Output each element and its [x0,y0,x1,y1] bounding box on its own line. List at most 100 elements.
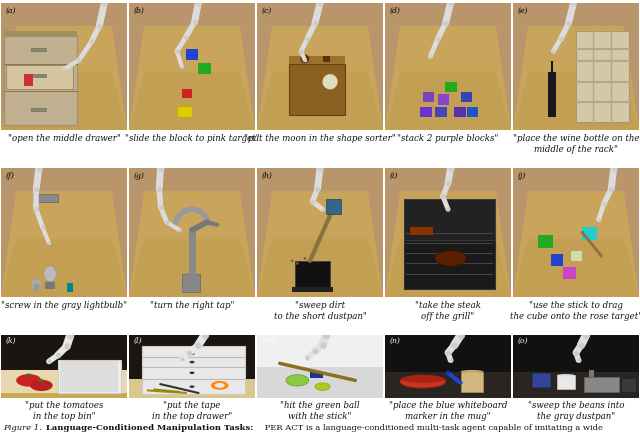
Circle shape [296,262,299,265]
Circle shape [286,375,308,386]
Bar [198,62,211,74]
Ellipse shape [557,374,575,377]
Bar [454,107,466,117]
Bar [289,64,345,115]
Bar [182,89,192,98]
Bar [31,108,46,111]
Polygon shape [1,73,127,130]
Bar [4,36,77,125]
Polygon shape [1,26,127,130]
Bar [571,250,582,261]
Bar [182,274,200,292]
Bar [420,107,431,117]
Text: (k): (k) [6,337,17,345]
Bar [141,346,245,394]
Bar [532,373,550,387]
Bar [177,106,192,117]
Bar [292,287,333,292]
Text: "slide the block to pink target": "slide the block to pink target" [125,134,259,143]
Text: (e): (e) [518,7,529,15]
Circle shape [16,374,42,387]
Text: (m): (m) [262,337,275,345]
Bar [67,283,73,292]
Polygon shape [129,26,255,130]
Text: "sweep dirt
to the short dustpan": "sweep dirt to the short dustpan" [273,301,367,321]
Bar [551,254,563,266]
Text: "take the steak
off the grill": "take the steak off the grill" [415,301,481,321]
Polygon shape [513,191,639,297]
Bar [551,62,554,72]
Bar [129,379,255,398]
Ellipse shape [435,250,467,266]
Bar [438,95,449,105]
Bar [410,227,433,235]
Circle shape [315,383,330,390]
Circle shape [189,361,195,363]
Polygon shape [129,73,255,130]
Bar [257,335,383,367]
Text: "sweep the beans into
the gray dustpan": "sweep the beans into the gray dustpan" [528,401,624,421]
Bar [186,49,198,60]
Text: "stack 2 purple blocks": "stack 2 purple blocks" [397,134,499,143]
Text: "place the wine bottle on the
middle of the rack": "place the wine bottle on the middle of … [513,134,639,154]
Ellipse shape [44,266,56,282]
Bar [24,74,33,85]
Text: (b): (b) [134,7,145,15]
Circle shape [300,55,309,63]
Ellipse shape [401,375,444,383]
Polygon shape [257,73,383,130]
Wedge shape [323,74,338,89]
Bar [576,31,629,122]
Bar [538,235,554,248]
Circle shape [291,260,294,262]
Bar [34,284,39,292]
Bar [404,199,495,289]
Bar [557,375,575,389]
Text: "place the blue whiteboard
marker in the mug": "place the blue whiteboard marker in the… [389,401,507,421]
Text: "open the middle drawer": "open the middle drawer" [8,134,120,143]
Bar [584,377,619,392]
Text: (n): (n) [390,337,401,345]
Circle shape [189,371,195,374]
Bar [31,74,46,77]
Polygon shape [385,239,511,297]
Bar [326,199,341,214]
Bar [58,360,121,393]
Bar [289,56,345,64]
Bar [323,56,330,62]
Text: "put the tape
in the top drawer": "put the tape in the top drawer" [152,401,232,421]
Bar [461,92,472,102]
Bar [33,194,58,202]
Bar [60,361,118,392]
Text: "use the stick to drag
the cube onto the rose target": "use the stick to drag the cube onto the… [510,301,640,321]
Circle shape [31,279,42,289]
Bar [621,378,636,392]
Text: (c): (c) [262,7,272,15]
Bar [563,268,576,279]
Text: "put the moon in the shape sorter": "put the moon in the shape sorter" [244,134,396,143]
Circle shape [30,380,52,391]
Polygon shape [129,239,255,297]
Bar [1,393,127,398]
Polygon shape [1,191,127,297]
Text: Figure 1.: Figure 1. [3,424,47,432]
Text: "screw in the gray lightbulb": "screw in the gray lightbulb" [1,301,127,310]
Text: "put the tomatoes
in the top bin": "put the tomatoes in the top bin" [25,401,103,421]
Bar [295,261,330,289]
Polygon shape [513,239,639,297]
Text: (d): (d) [390,7,401,15]
Text: (g): (g) [134,172,145,180]
Bar [6,65,73,89]
Text: (h): (h) [262,172,273,180]
Text: (i): (i) [390,172,399,180]
Circle shape [26,374,31,376]
Text: (l): (l) [134,337,143,345]
Bar [310,372,323,378]
Bar [1,370,127,398]
Bar [435,107,447,117]
Ellipse shape [461,370,483,373]
Polygon shape [257,239,383,297]
Ellipse shape [400,375,445,388]
Bar [45,282,55,289]
Bar [4,31,77,36]
